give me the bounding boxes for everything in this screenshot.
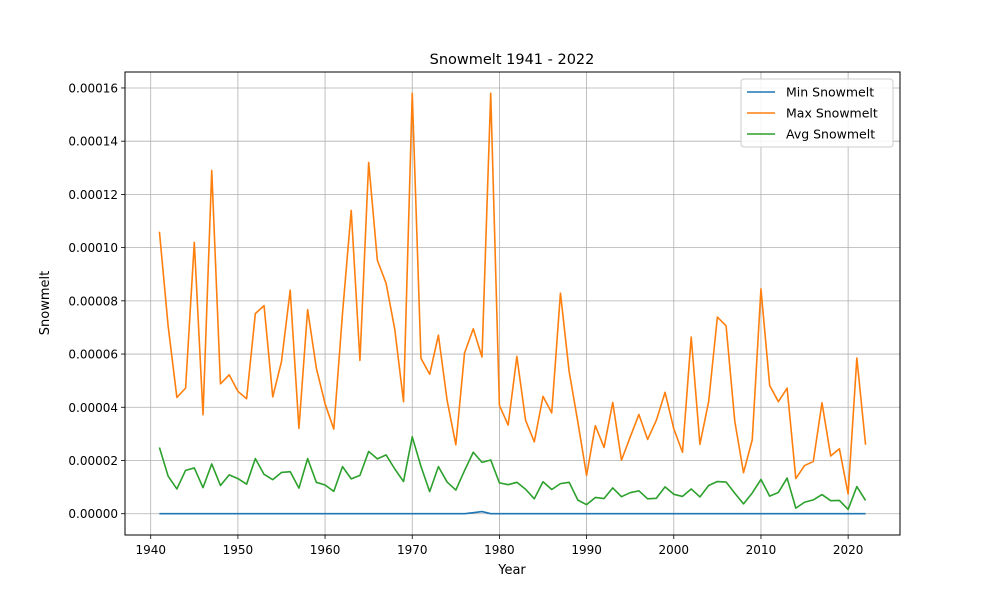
plot-area xyxy=(125,72,900,535)
series-lines xyxy=(158,92,867,515)
plot-frame xyxy=(124,71,901,536)
legend-label-max-snowmelt: Max Snowmelt xyxy=(786,106,878,121)
y-tick-label: 0.00016 xyxy=(68,81,118,95)
y-tick-label: 0.00006 xyxy=(68,348,118,362)
y-axis-label: Snowmelt xyxy=(38,271,53,335)
x-axis-ticks: 1940 1950 1960 1970 1980 1990 2000 2010 2020 xyxy=(135,535,863,557)
x-tick-label: 1970 xyxy=(397,543,428,557)
x-tick-label: 2020 xyxy=(833,543,864,557)
legend-label-avg-snowmelt: Avg Snowmelt xyxy=(786,127,875,142)
x-tick-label: 1980 xyxy=(484,543,515,557)
legend: Min Snowmelt Max Snowmelt Avg Snowmelt xyxy=(740,78,894,148)
y-axis-ticks: 0.00000 0.00002 0.00004 0.00006 0.00008 0.000… xyxy=(68,81,125,521)
y-tick-label: 0.00010 xyxy=(68,241,118,255)
y-tick-label: 0.00014 xyxy=(68,135,118,149)
x-tick-label: 1990 xyxy=(571,543,602,557)
x-tick-label: 2000 xyxy=(659,543,690,557)
avg-snowmelt-line xyxy=(158,436,867,511)
y-tick-label: 0.00004 xyxy=(68,401,118,415)
y-tick-label: 0.00002 xyxy=(68,454,118,468)
x-tick-label: 1960 xyxy=(310,543,341,557)
x-tick-label: 1950 xyxy=(223,543,254,557)
y-tick-label: 0.00000 xyxy=(68,507,118,521)
max-snowmelt-line xyxy=(158,92,867,495)
x-axis-label: Year xyxy=(497,563,526,578)
min-snowmelt-line xyxy=(159,510,866,515)
legend-box xyxy=(740,78,894,148)
y-tick-label: 0.00008 xyxy=(68,294,118,308)
y-tick-label: 0.00012 xyxy=(68,188,118,202)
legend-label-min-snowmelt: Min Snowmelt xyxy=(786,85,874,100)
x-tick-label: 2010 xyxy=(746,543,777,557)
chart-title: Snowmelt 1941 - 2022 xyxy=(430,52,595,68)
x-tick-label: 1940 xyxy=(135,543,166,557)
